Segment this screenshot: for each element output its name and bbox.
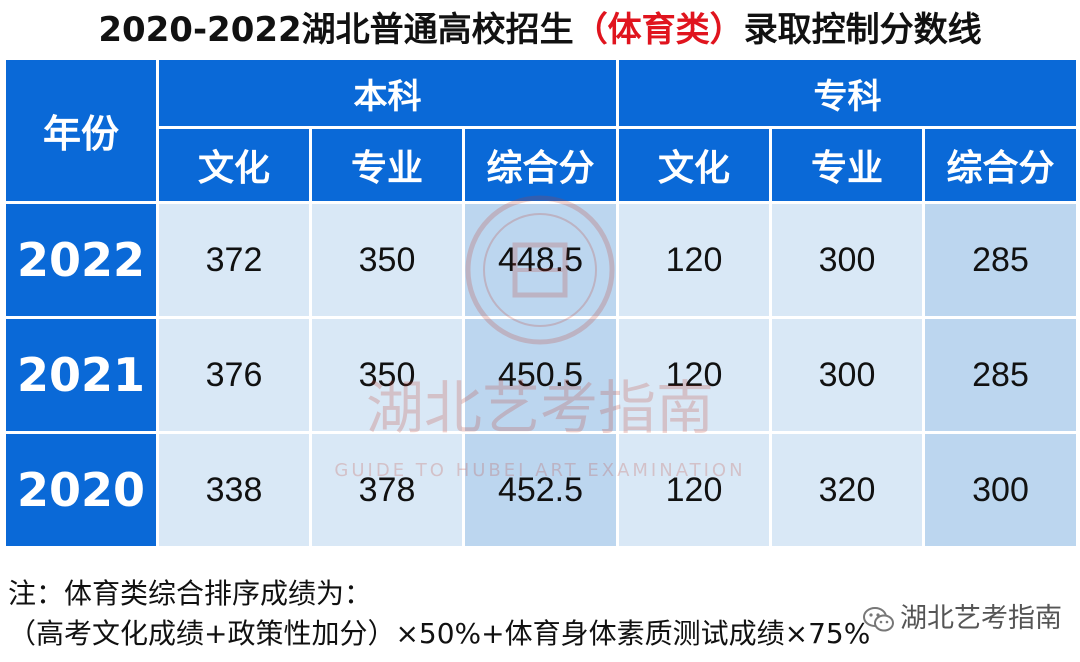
table-cell: 338 [156,431,312,549]
subheader-culture: 文化 [156,126,312,204]
table-cell: 378 [309,431,465,549]
subheader-major: 专业 [769,126,925,204]
title-highlight: （体育类） [573,10,744,50]
brand-label: 湖北艺考指南 [900,603,1062,634]
table-cell: 285 [922,316,1079,434]
table-cell: 300 [769,201,925,319]
subheader-culture: 文化 [616,126,772,204]
subheader-composite: 综合分 [922,126,1079,204]
table-cell: 120 [616,201,772,319]
table-cell: 285 [922,201,1079,319]
table-cell: 450.5 [462,316,619,434]
row-year: 2022 [3,201,159,319]
year-header: 年份 [3,57,159,204]
group-header-undergrad: 本科 [156,57,619,129]
table-row: 2020 338 378 452.5 120 320 300 [3,431,1079,549]
subheader-major: 专业 [309,126,465,204]
table-cell: 320 [769,431,925,549]
row-year: 2021 [3,316,159,434]
table-cell: 372 [156,201,312,319]
table-cell: 300 [922,431,1079,549]
table-cell: 120 [616,316,772,434]
table-row: 2022 372 350 448.5 120 300 285 [3,201,1079,319]
note-line-2: （高考文化成绩+政策性加分）×50%+体育身体素质测试成绩×75% [8,617,871,650]
group-header-college: 专科 [616,57,1079,129]
title-suffix: 录取控制分数线 [743,10,982,50]
score-table: 年份 本科 专科 文化 专业 综合分 文化 专业 综合分 2022 372 35… [3,57,1079,549]
table-cell: 452.5 [462,431,619,549]
brand-badge: 湖北艺考指南 [862,596,1062,635]
table-cell: 350 [309,316,465,434]
wechat-icon [863,606,894,631]
page-title: 2020-2022湖北普通高校招生（体育类）录取控制分数线 [0,6,1080,54]
row-year: 2020 [3,431,159,549]
table-cell: 120 [616,431,772,549]
note-line-1: 注：体育类综合排序成绩为： [8,577,373,610]
table-row: 2021 376 350 450.5 120 300 285 [3,316,1079,434]
table-cell: 376 [156,316,312,434]
title-main: 2020-2022湖北普通高校招生 [98,10,574,50]
subheader-composite: 综合分 [462,126,619,204]
table-cell: 350 [309,201,465,319]
table-cell: 300 [769,316,925,434]
table-cell: 448.5 [462,201,619,319]
